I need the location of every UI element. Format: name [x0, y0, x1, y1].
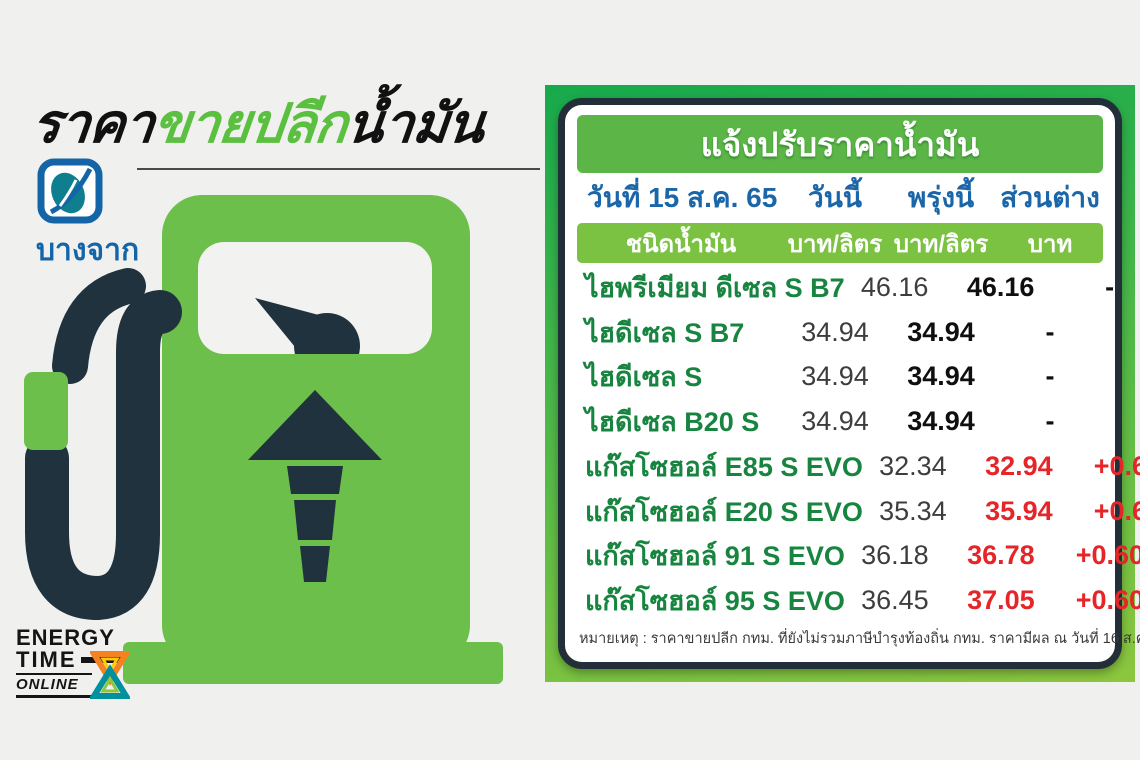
price-today: 36.45: [861, 585, 929, 616]
price-diff: -: [1045, 316, 1055, 347]
price-row: แก๊สโซฮอล์ 95 S EVO 36.45 37.05 +0.60: [577, 579, 1140, 622]
fuel-name: ไฮดีเซล S B7: [585, 317, 745, 348]
fuel-name: แก๊สโซฮอล์ 91 S EVO: [585, 541, 845, 572]
pump-hose: [25, 268, 182, 621]
price-row: ไฮดีเซล S 34.94 34.94 -: [577, 355, 1103, 398]
price-card-frame: แจ้งปรับราคาน้ำมัน วันที่ 15 ส.ค. 65 วัน…: [545, 85, 1140, 682]
energytime-line1: ENERGY: [16, 625, 115, 650]
gauge-needle-icon: [255, 298, 360, 354]
fuel-name: แก๊สโซฮอล์ E20 S EVO: [585, 496, 863, 527]
price-card: แจ้งปรับราคาน้ำมัน วันที่ 15 ส.ค. 65 วัน…: [558, 98, 1140, 669]
price-card-note: หมายเหตุ : ราคาขายปลีก กทม. ที่ยังไม่รวม…: [579, 631, 1140, 647]
date-header-row: วันที่ 15 ส.ค. 65 วันนี้ พรุ่งนี้ ส่วนต่…: [577, 173, 1103, 223]
price-row: แก๊สโซฮอล์ E20 S EVO 35.34 35.94 +0.60: [577, 490, 1140, 533]
fuel-name: แก๊สโซฮอล์ E85 S EVO: [585, 451, 863, 482]
price-row: ไฮดีเซล S B7 34.94 34.94 -: [577, 311, 1103, 354]
fuel-name: ไฮพรีเมียม ดีเซล S B7: [585, 272, 845, 303]
unit-header-today: บาท/ลิตร: [787, 230, 883, 258]
price-row: แก๊สโซฮอล์ 91 S EVO 36.18 36.78 +0.60: [577, 534, 1140, 577]
price-diff: -: [1105, 271, 1115, 302]
price-today: 46.16: [860, 271, 929, 302]
fuel-pump-illustration: [24, 195, 503, 684]
price-tomorrow: 46.16: [966, 271, 1035, 302]
price-row: ไฮดีเซล B20 S 34.94 34.94 -: [577, 400, 1103, 443]
unit-header-fuel-type: ชนิดน้ำมัน: [625, 230, 737, 258]
column-header-diff: ส่วนต่าง: [1000, 182, 1100, 213]
price-today: 34.94: [801, 316, 869, 347]
price-tomorrow: 34.94: [907, 361, 975, 392]
column-header-tomorrow: พรุ่งนี้: [907, 182, 975, 213]
date-label: วันที่ 15 ส.ค. 65: [587, 182, 778, 213]
price-up-arrow-icon: [248, 390, 382, 582]
fuel-pump-icon: [123, 195, 503, 684]
energytime-line2: TIME: [16, 647, 77, 672]
price-card-title: แจ้งปรับราคาน้ำมัน: [577, 115, 1103, 173]
energytime-line3: ONLINE: [16, 673, 92, 698]
column-header-today: วันนี้: [807, 182, 862, 213]
page-title-part1: ราคา: [28, 94, 157, 154]
page-title: ราคาขายปลีกน้ำมัน: [28, 84, 556, 164]
bangchak-logo: บางจาก: [36, 158, 140, 274]
pump-nozzle-grip: [24, 372, 68, 450]
price-tomorrow: 34.94: [907, 406, 975, 437]
price-diff: +0.60: [1093, 450, 1140, 481]
price-tomorrow: 35.94: [985, 495, 1053, 526]
price-today: 32.34: [879, 450, 947, 481]
fuel-name: แก๊สโซฮอล์ 95 S EVO: [585, 586, 845, 617]
energytime-hourglass-icon: [90, 651, 130, 699]
page-title-part3: น้ำมัน: [343, 94, 487, 154]
fuel-name: ไฮดีเซล S: [585, 362, 703, 393]
price-tomorrow: 37.05: [967, 585, 1035, 616]
price-tomorrow: 34.94: [907, 316, 975, 347]
price-diff: +0.60: [1075, 585, 1140, 616]
unit-header-tomorrow: บาท/ลิตร: [893, 230, 989, 258]
price-today: 34.94: [801, 406, 869, 437]
price-tomorrow: 32.94: [985, 450, 1053, 481]
price-diff: -: [1045, 361, 1055, 392]
price-today: 36.18: [861, 540, 929, 571]
page-title-part2: ขายปลีก: [150, 94, 350, 154]
unit-header-row: ชนิดน้ำมัน บาท/ลิตร บาท/ลิตร บาท: [577, 223, 1103, 263]
price-row: แก๊สโซฮอล์ E85 S EVO 32.34 32.94 +0.60: [577, 445, 1140, 488]
fuel-name: ไฮดีเซล B20 S: [585, 407, 760, 438]
price-today: 34.94: [801, 361, 869, 392]
unit-header-diff: บาท: [1027, 230, 1073, 258]
bangchak-brand-name: บางจาก: [36, 234, 140, 267]
price-today: 35.34: [879, 495, 947, 526]
price-row: ไฮพรีเมียม ดีเซล S B7 46.16 46.16 -: [577, 266, 1114, 309]
energytime-logo: ENERGY TIME ONLINE: [16, 625, 132, 699]
price-diff: +0.60: [1093, 495, 1140, 526]
price-diff: -: [1045, 406, 1055, 437]
price-tomorrow: 36.78: [967, 540, 1035, 571]
bangchak-leaf-icon: [37, 158, 103, 224]
price-rows: ไฮพรีเมียม ดีเซล S B7 46.16 46.16 - ไฮดี…: [577, 263, 1140, 625]
price-diff: +0.60: [1075, 540, 1140, 571]
title-divider: [137, 168, 540, 170]
